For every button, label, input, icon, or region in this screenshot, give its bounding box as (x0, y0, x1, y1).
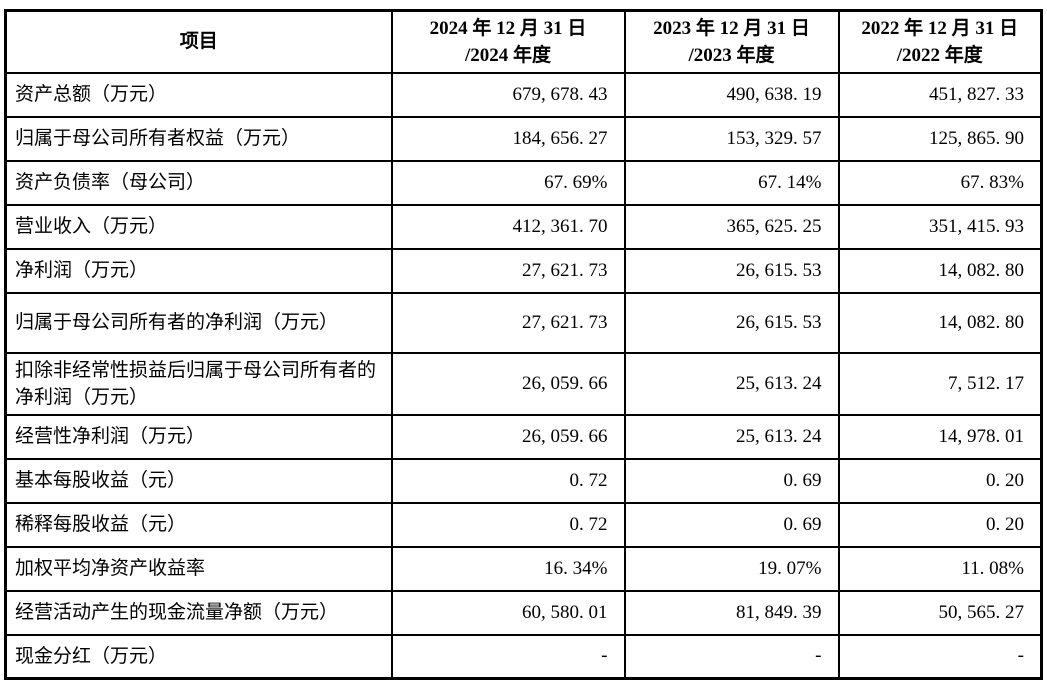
row-label: 扣除非经常性损益后归属于母公司所有者的净利润（万元） (4, 351, 393, 416)
period-2022-line2: /2022 年度 (896, 44, 983, 66)
period-2023-line1: 2023 年 12 月 31 日 (653, 17, 810, 39)
value-2022: 67. 83% (837, 159, 1043, 206)
value-2022: - (837, 633, 1043, 680)
row-label: 资产负债率（母公司） (4, 159, 393, 206)
table-row-operating-revenue: 营业收入（万元） 412, 361. 70 365, 625. 25 351, … (4, 203, 1043, 250)
value-2022: 14, 082. 80 (837, 247, 1043, 294)
value-2022: 14, 978. 01 (837, 413, 1043, 460)
period-2022-line1: 2022 年 12 月 31 日 (861, 17, 1019, 39)
row-label: 经营活动产生的现金流量净额（万元） (4, 589, 393, 636)
value-2024: 16. 34% (390, 545, 626, 592)
row-label: 现金分红（万元） (4, 633, 393, 680)
row-label: 加权平均净资产收益率 (4, 545, 393, 592)
value-2022: 0. 20 (837, 501, 1043, 548)
value-2023: 490, 638. 19 (623, 71, 840, 118)
row-label: 净利润（万元） (4, 247, 393, 294)
value-2024: 184, 656. 27 (390, 115, 626, 162)
table-row-weighted-roe: 加权平均净资产收益率 16. 34% 19. 07% 11. 08% (4, 545, 1043, 592)
table-row-basic-eps: 基本每股收益（元） 0. 72 0. 69 0. 20 (4, 457, 1043, 504)
table-row-diluted-eps: 稀释每股收益（元） 0. 72 0. 69 0. 20 (4, 501, 1043, 548)
value-2024: 67. 69% (390, 159, 626, 206)
column-header-period-2023: 2023 年 12 月 31 日 /2023 年度 (623, 9, 840, 74)
value-2023: 365, 625. 25 (623, 203, 840, 250)
column-header-period-2022: 2022 年 12 月 31 日 /2022 年度 (837, 9, 1043, 74)
row-label: 营业收入（万元） (4, 203, 393, 250)
financial-summary-table: 项目 2024 年 12 月 31 日 /2024 年度 2023 年 12 月… (4, 9, 1043, 680)
value-2022: 351, 415. 93 (837, 203, 1043, 250)
row-label: 稀释每股收益（元） (4, 501, 393, 548)
value-2023: 26, 615. 53 (623, 291, 840, 354)
table-row-debt-ratio: 资产负债率（母公司） 67. 69% 67. 14% 67. 83% (4, 159, 1043, 206)
table-row-total-assets: 资产总额（万元） 679, 678. 43 490, 638. 19 451, … (4, 71, 1043, 118)
table-header-row: 项目 2024 年 12 月 31 日 /2024 年度 2023 年 12 月… (4, 9, 1043, 74)
value-2022: 7, 512. 17 (837, 351, 1043, 416)
table-row-operating-cash-flow: 经营活动产生的现金流量净额（万元） 60, 580. 01 81, 849. 3… (4, 589, 1043, 636)
table-row-cash-dividend: 现金分红（万元） - - - (4, 633, 1043, 680)
period-2024-line2: /2024 年度 (464, 44, 552, 66)
value-2024: 0. 72 (390, 457, 626, 504)
value-2023: 26, 615. 53 (623, 247, 840, 294)
value-2023: 153, 329. 57 (623, 115, 840, 162)
value-2023: 25, 613. 24 (623, 413, 840, 460)
value-2022: 125, 865. 90 (837, 115, 1043, 162)
value-2023: - (623, 633, 840, 680)
period-2024-line1: 2024 年 12 月 31 日 (429, 17, 587, 39)
row-label: 归属于母公司所有者的净利润（万元） (4, 291, 393, 354)
table-row-deducted-net-profit: 扣除非经常性损益后归属于母公司所有者的净利润（万元） 26, 059. 66 2… (4, 351, 1043, 416)
value-2023: 25, 613. 24 (623, 351, 840, 416)
value-2024: 27, 621. 73 (390, 247, 626, 294)
column-header-period-2024: 2024 年 12 月 31 日 /2024 年度 (390, 9, 626, 74)
value-2022: 11. 08% (837, 545, 1043, 592)
table-row-parent-net-profit: 归属于母公司所有者的净利润（万元） 27, 621. 73 26, 615. 5… (4, 291, 1043, 354)
value-2022: 14, 082. 80 (837, 291, 1043, 354)
value-2023: 67. 14% (623, 159, 840, 206)
table-row-parent-equity: 归属于母公司所有者权益（万元） 184, 656. 27 153, 329. 5… (4, 115, 1043, 162)
value-2024: 679, 678. 43 (390, 71, 626, 118)
period-2023-line2: /2023 年度 (688, 44, 775, 66)
row-label: 基本每股收益（元） (4, 457, 393, 504)
table-row-operating-net-profit: 经营性净利润（万元） 26, 059. 66 25, 613. 24 14, 9… (4, 413, 1043, 460)
column-header-item: 项目 (4, 9, 393, 74)
value-2023: 0. 69 (623, 501, 840, 548)
value-2024: 412, 361. 70 (390, 203, 626, 250)
value-2022: 451, 827. 33 (837, 71, 1043, 118)
value-2024: 60, 580. 01 (390, 589, 626, 636)
value-2024: 0. 72 (390, 501, 626, 548)
table-row-net-profit: 净利润（万元） 27, 621. 73 26, 615. 53 14, 082.… (4, 247, 1043, 294)
value-2024: - (390, 633, 626, 680)
row-label: 归属于母公司所有者权益（万元） (4, 115, 393, 162)
value-2024: 27, 621. 73 (390, 291, 626, 354)
value-2023: 19. 07% (623, 545, 840, 592)
value-2023: 0. 69 (623, 457, 840, 504)
value-2024: 26, 059. 66 (390, 351, 626, 416)
row-label: 经营性净利润（万元） (4, 413, 393, 460)
value-2023: 81, 849. 39 (623, 589, 840, 636)
value-2024: 26, 059. 66 (390, 413, 626, 460)
row-label: 资产总额（万元） (4, 71, 393, 118)
value-2022: 0. 20 (837, 457, 1043, 504)
value-2022: 50, 565. 27 (837, 589, 1043, 636)
